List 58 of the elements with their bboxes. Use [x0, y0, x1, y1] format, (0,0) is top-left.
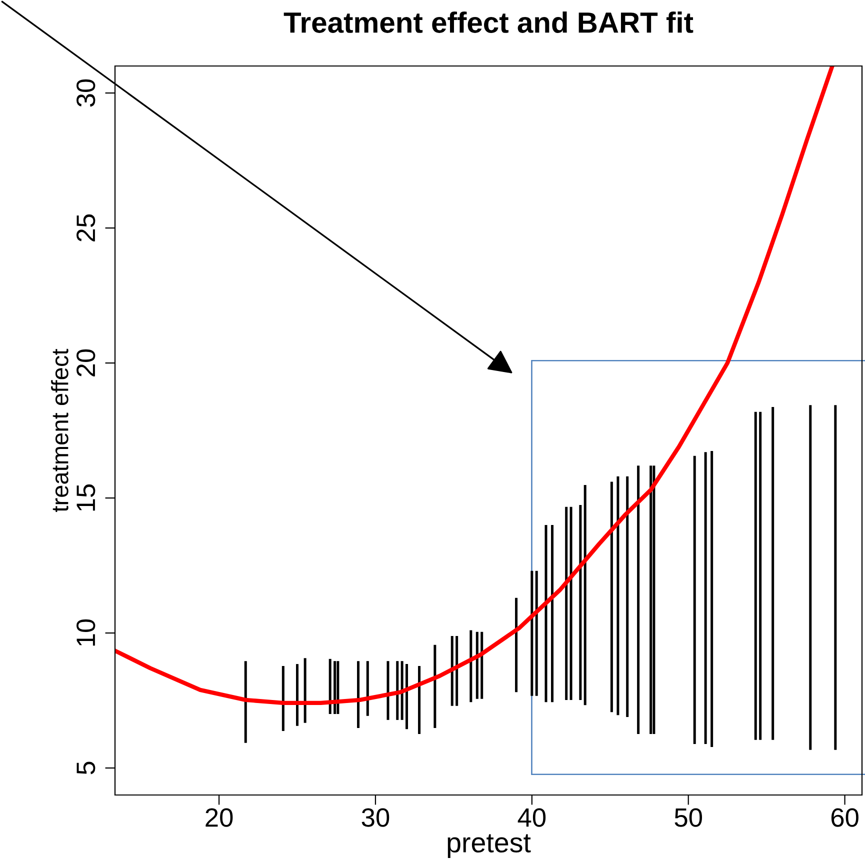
- bar: [515, 598, 518, 692]
- bar: [704, 452, 707, 744]
- x-tick-label: 60: [831, 808, 858, 827]
- line-series: [115, 66, 834, 706]
- y-tick-label: 15: [76, 484, 96, 511]
- bar: [759, 412, 762, 740]
- bar: [535, 570, 538, 696]
- bar: [650, 466, 652, 734]
- bar: [282, 666, 284, 732]
- bar: [400, 661, 404, 720]
- bar: [565, 506, 568, 700]
- bar: [610, 482, 613, 712]
- bar: [396, 661, 399, 720]
- bar: [693, 456, 696, 744]
- bar: [386, 661, 390, 720]
- bar: [480, 632, 484, 699]
- y-tick-label: 10: [76, 619, 96, 646]
- bar: [476, 632, 478, 699]
- bar: [434, 644, 436, 728]
- bar: [652, 466, 656, 734]
- bar: [450, 636, 454, 706]
- bar: [809, 405, 812, 750]
- bar: [334, 661, 336, 714]
- y-tick-label: 20: [76, 349, 96, 376]
- bar: [456, 636, 458, 706]
- bar: [754, 412, 757, 740]
- bar: [244, 661, 247, 743]
- bar: [710, 451, 714, 747]
- bar: [834, 405, 837, 750]
- x-tick-label: 20: [206, 808, 233, 827]
- bar: [418, 666, 421, 734]
- bar: [616, 476, 620, 716]
- x-axis-title: pretest: [448, 834, 531, 858]
- bar: [637, 466, 640, 734]
- bar: [626, 476, 629, 717]
- bar: [357, 661, 360, 728]
- bar: [304, 658, 306, 723]
- bar: [328, 658, 332, 714]
- bar: [579, 505, 582, 700]
- bar: [406, 664, 408, 730]
- y-axis-title: treatment effect: [51, 348, 68, 512]
- bar: [366, 661, 369, 716]
- chart-title: Treatment effect and BART fit: [284, 12, 694, 33]
- bar: [772, 407, 774, 740]
- x-tick-label: 50: [674, 808, 702, 827]
- bar: [296, 664, 299, 726]
- y-tick-label: 25: [76, 214, 96, 242]
- x-tick-label: 40: [518, 808, 546, 827]
- bar: [584, 485, 586, 706]
- bar: [570, 506, 572, 700]
- bar: [336, 661, 340, 714]
- y-tick-label: 30: [76, 79, 96, 107]
- bar: [470, 630, 472, 702]
- bar: [530, 570, 534, 696]
- bar: [551, 525, 554, 702]
- y-tick-label: 5: [76, 762, 96, 774]
- x-tick-label: 30: [362, 808, 390, 827]
- bar: [544, 525, 548, 702]
